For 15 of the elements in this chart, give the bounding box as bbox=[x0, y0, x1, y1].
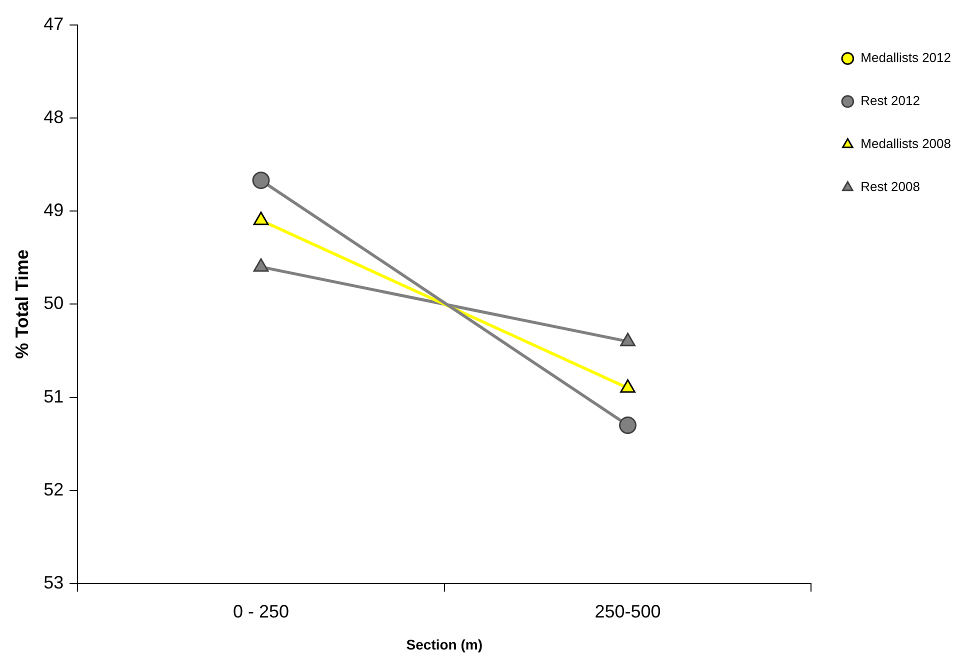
y-tick-label: 53 bbox=[44, 572, 64, 593]
y-tick-label: 47 bbox=[44, 14, 64, 34]
y-tick-label: 50 bbox=[44, 293, 64, 314]
legend-label: Rest 2012 bbox=[860, 93, 920, 108]
y-axis-title: % Total Time bbox=[12, 250, 32, 359]
y-tick-label: 52 bbox=[44, 479, 64, 500]
x-axis-title: Section (m) bbox=[406, 636, 483, 652]
x-tick-label: 250-500 bbox=[594, 601, 661, 622]
legend-label: Rest 2008 bbox=[860, 179, 920, 194]
y-tick-label: 51 bbox=[44, 386, 64, 406]
x-tick-label: 0 - 250 bbox=[232, 601, 290, 622]
legend-label: Medallists 2012 bbox=[860, 50, 951, 66]
y-tick-label: 48 bbox=[44, 106, 64, 127]
y-tick-label: 49 bbox=[44, 200, 64, 220]
legend-label: Medallists 2008 bbox=[860, 136, 951, 152]
